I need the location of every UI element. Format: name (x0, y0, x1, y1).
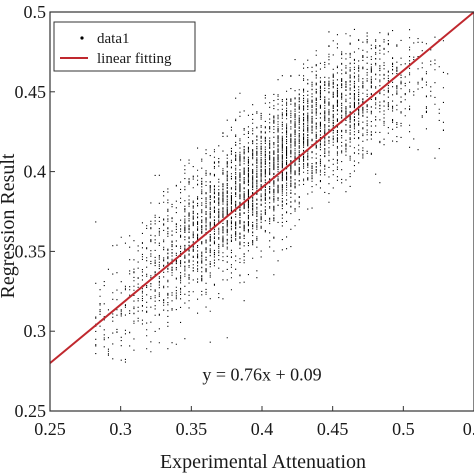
fit-line-layer (49, 11, 474, 364)
x-tick-label: 0.45 (317, 419, 349, 439)
x-axis-label: Experimental Attenuation (160, 451, 366, 473)
x-tick-label: 0.5 (392, 419, 415, 439)
legend-marker-data1 (80, 36, 84, 40)
fit-equation: y = 0.76x + 0.09 (202, 365, 321, 385)
axes-frame (49, 11, 474, 412)
legend-box (53, 21, 196, 72)
legend: data1 linear fitting (53, 21, 196, 72)
x-tick-label: 0.25 (34, 419, 66, 439)
y-tick-label: 0.25 (15, 401, 47, 421)
x-tick-label: 0.3 (109, 419, 132, 439)
linear-fit-line (49, 11, 474, 364)
y-tick-label: 0.45 (15, 82, 47, 102)
ticks: 0.25 0.3 0.35 0.4 0.45 0.5 0.5 0.25 0.3 0.35 0.4 0.… (15, 2, 474, 439)
x-tick-label: 0.35 (176, 419, 208, 439)
x-tick-label: 0.5 (463, 419, 474, 439)
y-tick-label: 0.5 (24, 2, 47, 22)
y-tick-label: 0.3 (24, 321, 47, 341)
y-tick-label: 0.4 (24, 162, 47, 182)
scatter-points (95, 28, 449, 363)
legend-label-data1: data1 (97, 31, 129, 47)
legend-label-linear-fitting: linear fitting (97, 51, 172, 67)
scatter-point-cloud (95, 28, 449, 363)
y-axis-label: Regression Result (0, 153, 19, 298)
x-tick-label: 0.4 (251, 419, 274, 439)
y-tick-label: 0.35 (15, 241, 47, 261)
